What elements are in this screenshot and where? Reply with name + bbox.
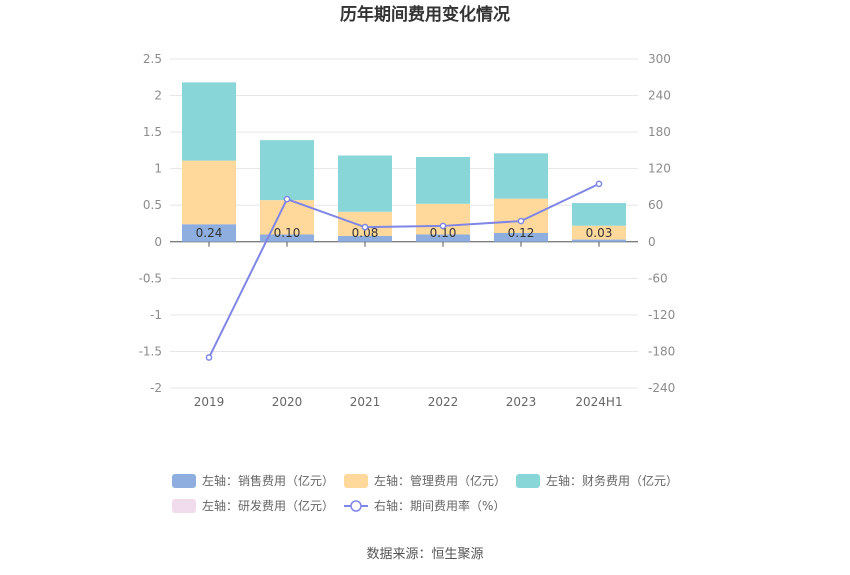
bar-segment-2 — [416, 203, 470, 235]
grid-lines — [170, 58, 638, 389]
bar-segment-2 — [572, 225, 626, 240]
bar-data-label: 0.08 — [352, 226, 379, 240]
bar-data-label: 0.12 — [508, 226, 535, 240]
legend-swatch — [172, 474, 196, 488]
legend-label: 左轴：销售费用（亿元） — [202, 473, 334, 488]
x-axis-ticks: 2019 2020 2021 2022 2023 2024H1 — [194, 395, 623, 409]
bar-segment-3 — [182, 82, 236, 161]
left-tick-label: 2.5 — [143, 52, 162, 66]
right-tick-label: -120 — [648, 308, 675, 322]
x-tick-label: 2023 — [506, 395, 537, 409]
legend-label: 左轴：财务费用（亿元） — [546, 473, 678, 488]
right-tick-label: 240 — [648, 89, 671, 103]
bar-segment-2 — [494, 198, 548, 234]
x-tick-label: 2019 — [194, 395, 225, 409]
right-tick-label: 180 — [648, 125, 671, 139]
left-tick-label: 1 — [154, 162, 162, 176]
bar-data-label: 0.03 — [586, 226, 613, 240]
x-tick-label: 2024H1 — [575, 395, 622, 409]
right-tick-label: -240 — [648, 381, 675, 395]
left-tick-label: -1.5 — [139, 344, 162, 358]
legend-label: 左轴：管理费用（亿元） — [374, 473, 506, 488]
legend-swatch — [172, 499, 196, 513]
right-tick-label: 120 — [648, 162, 671, 176]
left-tick-label: -2 — [150, 381, 162, 395]
left-tick-label: 0.5 — [143, 198, 162, 212]
expense-rate-point — [517, 217, 525, 225]
bar-segment-3 — [260, 140, 314, 201]
legend-swatch — [344, 474, 368, 488]
left-axis-ticks: 2.5 2 1.5 1 0.5 0 -0.5 -1 -1.5 -2 — [139, 52, 162, 395]
bar-segment-1 — [182, 224, 236, 242]
left-tick-label: 2 — [154, 89, 162, 103]
left-tick-label: 0 — [154, 235, 162, 249]
right-tick-label: 300 — [648, 52, 671, 66]
x-tick-label: 2021 — [350, 395, 381, 409]
bar-segment-3 — [416, 156, 470, 204]
data-labels: 0.24 0.10 0.08 0.10 0.12 0.03 — [196, 226, 613, 240]
source-note: 数据来源：恒生聚源 — [366, 547, 483, 562]
bar-segment-2 — [182, 160, 236, 225]
bar-segment-3 — [338, 155, 392, 212]
legend-label: 右轴：期间费用率（%） — [374, 498, 505, 513]
bar-data-label: 0.10 — [274, 226, 301, 240]
legend-label: 左轴：研发费用（亿元） — [202, 498, 334, 513]
expense-rate-point — [595, 180, 603, 188]
right-tick-label: -60 — [648, 271, 668, 285]
bar-data-label: 0.10 — [430, 226, 457, 240]
legend-swatch — [516, 474, 540, 488]
bar-segment-3 — [494, 153, 548, 199]
left-tick-label: -0.5 — [139, 271, 162, 285]
bar-segment-1 — [494, 233, 548, 242]
expense-rate-point — [361, 223, 369, 231]
left-tick-label: -1 — [150, 308, 162, 322]
bar-segment-1 — [338, 235, 392, 242]
bar-segment-1 — [260, 234, 314, 242]
expense-rate-point — [205, 354, 213, 361]
right-tick-label: 0 — [648, 235, 656, 249]
bar-series — [182, 82, 626, 242]
chart-title: 历年期间费用变化情况 — [340, 4, 510, 25]
expense-rate-line — [208, 182, 600, 358]
bar-data-label: 0.24 — [196, 226, 223, 240]
expense-rate-point — [283, 195, 291, 203]
bar-segment-1 — [572, 239, 626, 242]
right-tick-label: -180 — [648, 344, 675, 358]
x-tick-label: 2022 — [428, 395, 459, 409]
left-tick-label: 1.5 — [143, 125, 162, 139]
legend-marker — [350, 500, 362, 512]
legend: 左轴：销售费用（亿元） 左轴：管理费用（亿元） 左轴：财务费用（亿元） 左轴：研发费用… — [172, 473, 678, 513]
right-tick-label: 60 — [648, 198, 663, 212]
expense-rate-point — [439, 222, 447, 230]
bar-segment-3 — [572, 203, 626, 226]
x-tick-label: 2020 — [272, 395, 303, 409]
right-axis-ticks: 300 240 180 120 60 0 -60 -120 -180 -240 — [648, 52, 675, 395]
bar-segment-1 — [416, 234, 470, 242]
line-series — [205, 180, 603, 361]
